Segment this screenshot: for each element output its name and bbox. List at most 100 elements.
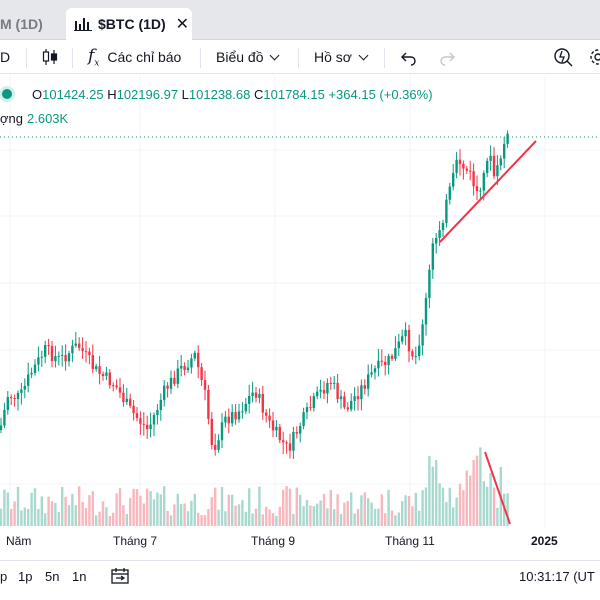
candle-body [241,411,244,413]
volume-bar [105,507,108,526]
volume-bar [275,515,278,526]
candle-body [384,361,387,366]
candle-body [350,400,353,410]
candle-body [288,443,292,451]
close-icon[interactable]: ✕ [175,16,190,33]
volume-bar [20,510,23,526]
range-button[interactable]: p [0,569,8,584]
indicators-button[interactable]: fx Các chỉ báo [88,40,181,74]
undo-button[interactable] [400,40,418,74]
profile-dropdown[interactable]: Hồ sơ [314,40,369,74]
volume-bar [13,501,16,526]
clock-readout[interactable]: 10:31:17 (UT [519,569,595,584]
volume-bar [285,486,288,526]
volume-bar [129,497,132,526]
volume-bar [54,502,57,526]
volume-bar [214,487,217,526]
candle-body [312,396,315,409]
volume-bar [288,488,292,526]
volume-bar [363,492,366,526]
volume-bar [135,489,139,526]
volume-bar [322,493,326,526]
volume-bar [370,502,373,526]
candle-body [115,385,118,388]
price-chart[interactable] [0,76,600,528]
volume-bar [356,509,360,526]
volume-bar [112,512,115,526]
volume-bar [367,498,370,526]
candle-body [503,143,506,159]
volume-bar [380,494,383,526]
candle-body [373,368,377,373]
date-range-button[interactable] [110,566,130,589]
candle-body [64,354,67,362]
chevron-down-icon [358,50,369,60]
volume-bar [227,494,230,526]
candle-body [0,425,3,430]
volume-bar [390,510,394,526]
candle-body [142,423,145,425]
volume-bar [169,515,173,526]
range-button[interactable]: 1p [18,569,33,584]
candle-body [135,413,139,419]
candle-body [486,160,489,173]
time-tick: Tháng 9 [251,534,296,548]
candle-body [30,372,33,375]
candle-body [475,186,479,192]
volume-bar [231,494,234,526]
candle-body [169,377,173,389]
volume-bar [316,503,319,526]
volume-bar [282,489,285,526]
volume-bar [424,487,428,526]
time-axis[interactable]: Năm Tháng 7 Tháng 9 Tháng 11 2025 [0,528,600,556]
volume-bar [139,495,142,526]
volume-bar [469,475,472,526]
settings-button[interactable] [588,40,600,74]
candle-body [424,297,428,325]
candle-body [81,347,84,352]
tab-btc[interactable]: $BTC (1D) ✕ [66,8,192,40]
volume-bar [445,502,448,526]
candle-body [380,360,383,362]
volume-bar [421,490,424,526]
candle-body [489,155,492,161]
volume-bar [271,513,275,526]
candle-body [353,396,356,401]
candle-body [319,389,322,392]
candle-body [445,199,448,224]
trendline-volume [484,451,511,525]
redo-button[interactable] [438,40,456,74]
volume-bar [394,515,397,526]
interval-button[interactable]: D [0,40,10,74]
volume-bar [180,504,183,526]
high-value: 102196.97 [116,87,179,102]
candle-body [346,407,349,410]
candle-body [78,343,81,348]
volume-bar [329,490,332,526]
candle-body [268,415,271,421]
fx-icon: fx [88,45,100,69]
volume-bar [152,499,156,526]
candle-body [275,426,278,431]
volume-bar [458,483,462,526]
volume-bar [254,508,258,526]
volume-bar [40,496,43,526]
candles-icon [42,49,58,65]
volume-bar [244,511,247,526]
range-button[interactable]: 1n [72,569,87,584]
candle-body [156,410,159,416]
candle-body [265,412,268,416]
tab-previous-symbol[interactable]: M (1D) [0,8,43,40]
volume-bar [84,508,88,526]
alert-button[interactable] [552,40,574,74]
candle-style-button[interactable] [40,40,60,74]
chart-type-dropdown[interactable]: Biểu đồ [216,40,280,74]
candle-body [95,366,98,370]
volume-bar [472,459,475,526]
candle-body [108,372,111,386]
range-button[interactable]: 5n [45,569,60,584]
candle-body [407,329,411,352]
volume-bar [268,509,271,526]
toolbar-divider [298,48,299,68]
candle-body [496,165,499,177]
